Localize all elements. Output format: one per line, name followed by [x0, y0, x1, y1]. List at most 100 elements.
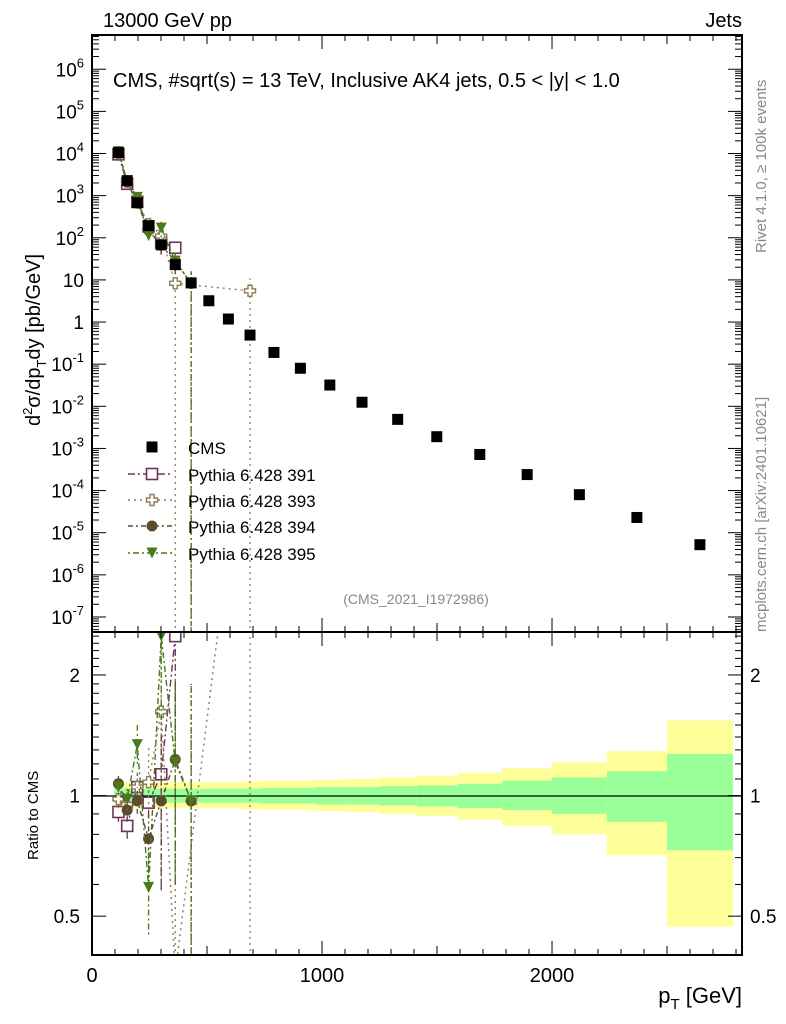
data-point	[155, 222, 167, 234]
y-tick-label: 106	[56, 55, 84, 81]
ratio-point	[169, 756, 181, 768]
y-axis-title: d2σ/dpTdy [pb/GeV]	[20, 254, 49, 426]
cms-data-point	[222, 313, 234, 325]
y-tick-label: 10-7	[51, 603, 84, 629]
legend-item: Pythia 6.428 393	[128, 492, 316, 511]
ratio-point	[142, 775, 155, 789]
data-point	[243, 284, 257, 298]
y-tick-label: 105	[56, 97, 84, 123]
ratio-line-391	[117, 636, 176, 828]
cms-data-point	[143, 220, 155, 232]
svg-text:d2σ/dpTdy [pb/GeV]: d2σ/dpTdy [pb/GeV]	[20, 254, 49, 426]
header-left: 13000 GeV pp	[103, 10, 232, 32]
legend-item: Pythia 6.428 394	[128, 518, 316, 537]
ratio-plot-marks	[112, 632, 251, 979]
ratio-point	[168, 632, 182, 643]
series-line-393	[117, 152, 251, 292]
x-tick-label: 2000	[530, 965, 575, 987]
cms-data-point	[294, 362, 306, 374]
y-tick-label: 102	[56, 224, 84, 250]
ratio-point	[131, 795, 143, 807]
legend-item: Pythia 6.428 391	[128, 466, 316, 485]
cms-data-point	[121, 175, 133, 187]
stat-uncertainty-bin	[667, 753, 734, 851]
legend-item: CMS	[146, 439, 226, 458]
main-plot-frame	[91, 34, 743, 633]
legend-label: CMS	[188, 439, 226, 458]
side-text-bottom: mcplots.cern.ch [arXiv:2401.10621]	[753, 397, 770, 632]
data-point	[168, 241, 182, 255]
ratio-point	[112, 792, 125, 806]
legend-label: Pythia 6.428 391	[188, 466, 316, 485]
y-tick-label: 10	[63, 271, 84, 292]
ratio-point	[121, 793, 133, 805]
y-tick-label: 10-1	[51, 350, 84, 376]
stat-uncertainty-bin	[502, 780, 553, 811]
cms-data-point	[573, 489, 585, 501]
cms-data-point	[431, 431, 443, 443]
ratio-point	[120, 819, 134, 833]
cms-data-point	[324, 379, 336, 391]
data-point	[143, 229, 155, 241]
x-tick-label: 0	[86, 965, 97, 987]
cms-data-point	[268, 346, 280, 358]
y-tick-label: 1	[73, 313, 84, 334]
y-tick-label: 10-4	[51, 477, 84, 503]
ratio-point	[170, 968, 181, 979]
y-tick-label: 10-5	[51, 519, 84, 545]
data-point	[169, 277, 182, 290]
y-tick-label: 104	[56, 140, 84, 166]
legend-label: Pythia 6.428 394	[188, 518, 316, 537]
analysis-id: (CMS_2021_I1972986)	[343, 591, 489, 607]
main-plot-marks	[112, 145, 706, 632]
legend-marker-icon	[145, 493, 159, 507]
y-tick-label: 10-3	[51, 434, 84, 460]
ratio-uncertainty-bands	[114, 720, 734, 927]
cms-data-point	[155, 239, 167, 251]
axes-ticks: 0 1000 200010610510410310210110-110-210-31…	[51, 35, 776, 987]
cms-data-point	[356, 396, 368, 408]
cms-data-point	[185, 277, 197, 289]
legend-marker-icon	[145, 467, 159, 481]
ratio-point	[131, 739, 143, 751]
legend-marker-icon	[146, 547, 158, 559]
cms-data-point	[131, 197, 143, 209]
ratio-point	[155, 705, 168, 718]
ratio-y-tick-label-right: 2	[750, 666, 761, 687]
ratio-y-tick-label-right: 1	[750, 787, 761, 808]
cms-data-point	[169, 259, 181, 271]
header-right: Jets	[705, 10, 742, 32]
ratio-point	[143, 881, 155, 893]
ratio-line-393	[118, 632, 219, 955]
ratio-y-tick-label-right: 0.5	[750, 907, 776, 928]
plot-title: CMS, #sqrt(s) = 13 TeV, Inclusive AK4 je…	[113, 70, 620, 92]
ratio-plot-frame	[91, 631, 743, 956]
y-tick-label: 10-2	[51, 392, 84, 418]
cms-data-point	[392, 413, 404, 425]
ratio-y-axis-title: Ratio to CMS	[25, 771, 42, 860]
cms-data-point	[203, 295, 215, 307]
ratio-point	[155, 795, 167, 807]
cms-data-point	[474, 448, 486, 460]
cms-data-point	[112, 147, 124, 159]
y-tick-label: 103	[56, 182, 84, 208]
y-tick-label: 10-6	[51, 561, 84, 587]
cms-data-point	[521, 469, 533, 481]
legend-label: Pythia 6.428 393	[188, 492, 316, 511]
ratio-point	[112, 781, 124, 793]
legend: CMS Pythia 6.428 391 Pythia 6.428 393 Pythi…	[128, 439, 316, 564]
legend-label: Pythia 6.428 395	[188, 545, 316, 564]
cms-data-point	[244, 329, 256, 341]
ratio-y-tick-label: 0.5	[54, 907, 80, 928]
cms-data-point	[631, 511, 643, 523]
x-tick-label: 1000	[300, 965, 345, 987]
legend-marker-icon	[146, 520, 158, 532]
ratio-y-tick-label: 1	[69, 787, 80, 808]
cms-data-point	[694, 539, 706, 551]
x-axis-title: pT [GeV]	[658, 983, 742, 1013]
side-text-top: Rivet 4.1.0, ≥ 100k events	[753, 80, 770, 253]
ratio-y-tick-label: 2	[69, 666, 80, 687]
legend-item: Pythia 6.428 395	[128, 545, 316, 564]
legend-marker-icon	[146, 441, 158, 453]
